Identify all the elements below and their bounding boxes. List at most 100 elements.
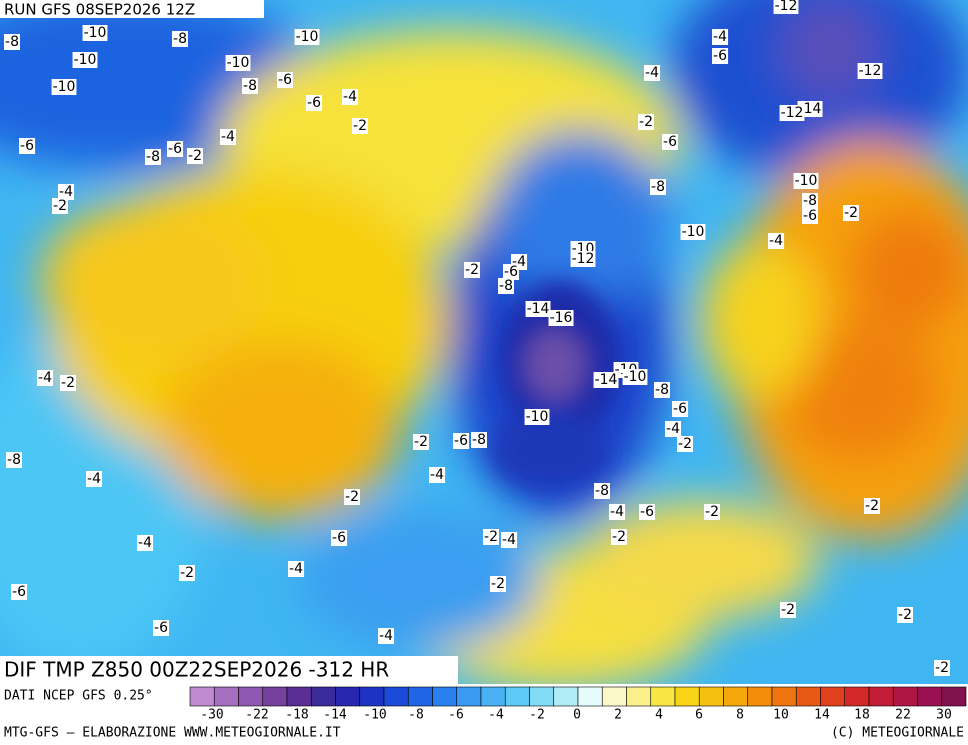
contour-label: -6	[277, 72, 294, 88]
label-text: -10	[227, 55, 250, 71]
label-box	[172, 31, 188, 47]
label-box	[145, 149, 161, 165]
contour-label: -6	[167, 141, 184, 157]
copyright: (C) METEOGIORNALE	[831, 726, 964, 741]
label-box	[413, 434, 429, 450]
colorbar-swatch	[480, 686, 506, 707]
label-text: -6	[663, 134, 677, 150]
label-box	[622, 369, 648, 385]
contour-label: -6	[712, 48, 729, 64]
contour-label: -10	[72, 52, 98, 68]
contour-label: -2	[897, 607, 913, 623]
colorbar-label: 0	[573, 708, 581, 723]
contour-label: -16	[548, 310, 574, 326]
label-box	[897, 607, 913, 623]
label-box	[665, 421, 682, 437]
contour-label: -4	[429, 467, 446, 483]
label-box	[344, 489, 360, 505]
colorbar-label: 2	[614, 708, 622, 723]
label-box	[672, 401, 689, 417]
colorbar-swatch	[601, 686, 627, 707]
label-box	[857, 63, 883, 79]
label-box	[6, 452, 22, 468]
label-box	[594, 483, 610, 499]
contour-label: -6	[19, 138, 36, 154]
label-text: -14	[595, 372, 618, 388]
colorbar-swatch	[795, 686, 821, 707]
contour-label: -10	[793, 173, 819, 189]
contour-label: -12	[773, 0, 799, 14]
map-field	[0, 0, 968, 684]
contour-label: -2	[934, 660, 950, 676]
colorbar-swatch	[456, 686, 482, 707]
contour-label: -6	[11, 584, 28, 600]
contour-label: -6	[453, 433, 470, 449]
label-text: -4	[769, 233, 783, 249]
label-text: -4	[430, 467, 444, 483]
label-box	[611, 529, 627, 545]
label-box	[638, 114, 654, 130]
label-box	[773, 0, 799, 14]
colorbar-swatch	[286, 686, 312, 707]
label-text: -2	[865, 498, 879, 514]
colorbar-label: -22	[245, 708, 268, 723]
label-box	[453, 433, 470, 449]
contour-label: -14	[593, 372, 619, 388]
label-box	[82, 25, 108, 41]
label-text: -6	[673, 401, 687, 417]
label-text: -2	[612, 529, 626, 545]
label-box	[306, 95, 323, 111]
label-text: -6	[154, 620, 168, 636]
label-box	[187, 148, 203, 164]
title-box	[0, 656, 458, 684]
label-text: -4	[713, 29, 727, 45]
contour-label: -10	[82, 25, 108, 41]
run-box	[0, 0, 264, 18]
label-box	[644, 65, 661, 81]
colorbar-swatch	[771, 686, 797, 707]
contour-label: -14	[525, 301, 551, 317]
colorbar-label: -10	[363, 708, 386, 723]
label-text: -2	[898, 607, 912, 623]
colorbar-swatch	[407, 686, 433, 707]
contour-labels: -12-8-10 -8 -10 -4-6-10 -10-6-8-4 -12-10-6 -4-…	[4, 0, 950, 676]
contour-label: -4	[665, 421, 682, 437]
label-text: -2	[414, 434, 428, 450]
contour-label: -8	[802, 193, 818, 209]
colorbar-swatch	[917, 686, 943, 707]
contour-label: -2	[352, 118, 368, 134]
label-text: -2	[639, 114, 653, 130]
label-box	[654, 382, 670, 398]
label-text: -4	[502, 532, 516, 548]
colorbar-label: -30	[200, 708, 223, 723]
label-text: -4	[379, 628, 393, 644]
label-text: -2	[53, 198, 67, 214]
colorbar-label: 10	[773, 708, 789, 723]
label-box	[242, 78, 258, 94]
colorbar-label: 22	[895, 708, 911, 723]
label-text: -14	[527, 301, 550, 317]
label-text: -10	[526, 409, 549, 425]
label-box	[167, 141, 184, 157]
contour-label: -2	[344, 489, 360, 505]
label-text: -8	[655, 382, 669, 398]
colorbar-swatch	[674, 686, 700, 707]
colorbar-label: 14	[814, 708, 830, 723]
label-box	[471, 432, 487, 448]
label-text: -6	[12, 584, 26, 600]
label-text: -4	[666, 421, 680, 437]
label-text: -10	[84, 25, 107, 41]
contour-label: -2	[464, 262, 480, 278]
contour-label: -4	[644, 65, 661, 81]
label-box	[524, 409, 550, 425]
label-box	[86, 471, 103, 487]
label-box	[464, 262, 480, 278]
label-box	[650, 179, 666, 195]
label-box	[864, 498, 880, 514]
colorbar-label: -6	[448, 708, 464, 723]
contour-label: -4	[137, 535, 154, 551]
label-text: -8	[595, 483, 609, 499]
label-text: -2	[345, 489, 359, 505]
label-text: -2	[678, 436, 692, 452]
label-box	[288, 561, 305, 577]
